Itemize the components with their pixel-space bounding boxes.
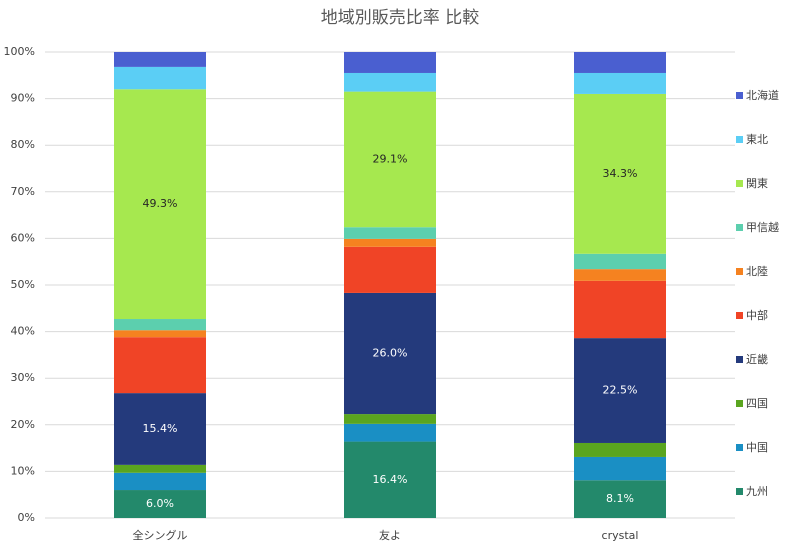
bar-segment [114,393,206,465]
legend-swatch [736,180,743,187]
legend-swatch [736,136,743,143]
y-tick-label: 30% [11,371,35,384]
bar-segment [114,464,206,473]
bar-segment [344,292,436,415]
y-tick-label: 60% [11,231,35,244]
bar-segment [574,72,666,94]
x-tick-label: 全シングル [133,528,188,542]
bar-segment [574,93,666,254]
bar-segment [114,330,206,338]
y-tick-label: 90% [11,92,35,105]
data-label: 16.4% [373,473,408,486]
y-tick-label: 100% [4,45,35,58]
bar-segment [344,441,436,518]
legend-swatch [736,488,743,495]
legend-swatch [736,400,743,407]
y-tick-label: 10% [11,464,35,477]
bar-segment [344,91,436,228]
x-tick-label: 友よ [379,528,401,542]
data-label: 6.0% [146,497,174,510]
bar-segment [344,238,436,247]
legend-label: 関東 [746,177,768,190]
bar-segment [574,338,666,443]
bar-segment [114,89,206,320]
legend-label: 北陸 [746,265,768,278]
bar-segment [574,253,666,270]
data-label: 29.1% [373,152,408,165]
bar-segment [574,269,666,281]
legend-swatch [736,92,743,99]
data-label: 15.4% [143,422,178,435]
bar-segment [344,246,436,293]
data-label: 26.0% [373,347,408,360]
legend-label: 中国 [746,441,768,454]
bar-segment [574,280,666,339]
legend-label: 近畿 [746,352,768,366]
legend-label: 東北 [746,133,768,146]
bar-segment [114,337,206,394]
legend-label: 中部 [746,308,768,322]
legend-swatch [736,224,743,231]
bar-segment [574,52,666,73]
data-label: 34.3% [603,167,638,180]
legend-swatch [736,444,743,451]
y-tick-label: 50% [11,278,35,291]
bar-segment [114,66,206,90]
data-label: 22.5% [603,384,638,397]
legend-label: 四国 [746,397,768,410]
bar-segment [344,414,436,424]
data-label: 49.3% [143,197,178,210]
bar-segment [574,480,666,518]
bar-segment [114,472,206,491]
bar-segment [344,227,436,239]
y-tick-label: 40% [11,325,35,338]
bar-segment [114,52,206,67]
legend-swatch [736,312,743,319]
bar-segment [344,52,436,73]
bar-segment [574,456,666,481]
bar-segment [344,72,436,92]
y-tick-label: 0% [18,511,35,524]
chart-title: 地域別販売比率 比較 [321,8,479,28]
bar-segment [114,490,206,518]
legend-label: 甲信越 [746,220,779,234]
y-tick-label: 80% [11,138,35,151]
bar-segment [574,442,666,457]
y-tick-label: 70% [11,185,35,198]
legend-label: 北海道 [746,88,779,102]
legend-swatch [736,356,743,363]
bar-segment [344,423,436,442]
legend-label: 九州 [746,485,768,498]
bar-segment [114,319,206,331]
data-label: 8.1% [606,492,634,505]
x-tick-label: crystal [602,529,639,542]
y-tick-label: 20% [11,418,35,431]
legend-swatch [736,268,743,275]
